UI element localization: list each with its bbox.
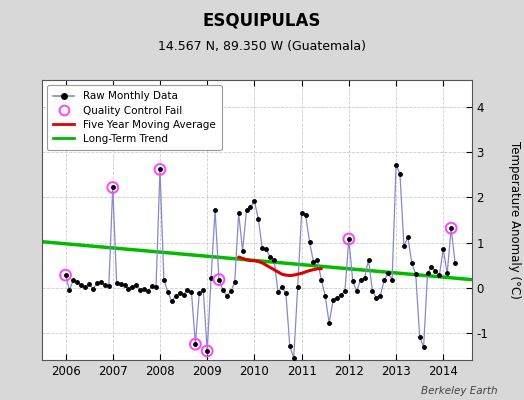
Point	[215, 276, 223, 283]
Y-axis label: Temperature Anomaly (°C): Temperature Anomaly (°C)	[508, 141, 521, 299]
Point	[108, 184, 117, 191]
Text: ESQUIPULAS: ESQUIPULAS	[203, 12, 321, 30]
Point	[61, 272, 70, 278]
Text: Berkeley Earth: Berkeley Earth	[421, 386, 498, 396]
Point	[345, 236, 353, 242]
Text: 14.567 N, 89.350 W (Guatemala): 14.567 N, 89.350 W (Guatemala)	[158, 40, 366, 53]
Point	[203, 348, 211, 354]
Point	[156, 166, 164, 173]
Point	[191, 341, 200, 347]
Point	[447, 225, 455, 231]
Legend: Raw Monthly Data, Quality Control Fail, Five Year Moving Average, Long-Term Tren: Raw Monthly Data, Quality Control Fail, …	[47, 85, 222, 150]
